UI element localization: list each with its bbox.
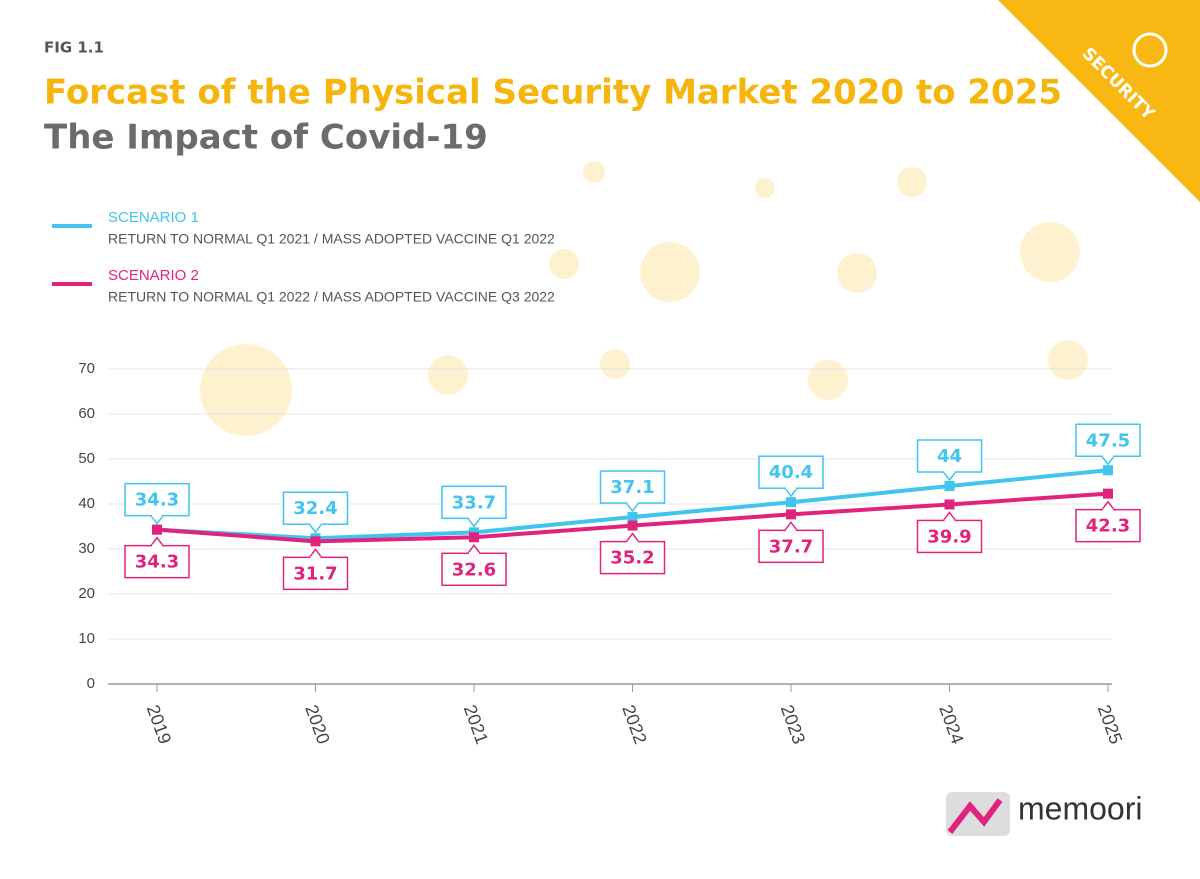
point-marker	[469, 532, 479, 543]
point-marker	[786, 509, 796, 520]
data-label: 34.3	[135, 552, 179, 573]
data-label: 44	[937, 446, 962, 467]
x-tick-label: 2020	[301, 702, 333, 746]
chart-title: Forcast of the Physical Security Market …	[44, 73, 1062, 113]
label-box	[1075, 423, 1141, 457]
legend-label: SCENARIO 2	[108, 267, 199, 284]
data-label: 40.4	[769, 462, 813, 483]
data-label: 32.4	[293, 498, 337, 519]
label-pointer	[625, 532, 640, 543]
label-pointer	[467, 517, 481, 528]
point-marker	[786, 497, 796, 508]
label-pointer	[308, 548, 323, 558]
label-box	[758, 529, 824, 564]
corner-badge	[998, 0, 1200, 202]
point-marker	[944, 499, 955, 510]
label-pointer	[625, 502, 640, 513]
chart-subtitle: The Impact of Covid-19	[44, 118, 488, 158]
y-tick-label: 50	[78, 450, 95, 467]
point-marker	[1103, 488, 1113, 499]
label-pointer	[942, 471, 957, 482]
y-tick-label: 60	[78, 405, 95, 422]
label-pointer	[942, 511, 957, 521]
label-pointer	[308, 523, 323, 534]
data-label: 33.7	[452, 492, 496, 513]
y-tick-label: 0	[87, 675, 95, 692]
label-pointer	[784, 487, 798, 498]
x-tick-label: 2022	[618, 702, 650, 746]
data-label: 37.1	[610, 477, 654, 498]
background-decoration	[200, 161, 1088, 436]
x-tick-label: 2025	[1094, 702, 1126, 746]
point-marker	[152, 524, 162, 535]
y-tick-label: 10	[78, 630, 95, 647]
data-label: 35.2	[610, 548, 654, 569]
label-box	[124, 482, 190, 517]
label-pointer	[784, 521, 798, 531]
fig-label: FIG 1.1	[44, 39, 104, 57]
badge-icon	[1132, 32, 1168, 68]
label-box	[758, 455, 824, 489]
label-pointer	[1101, 455, 1115, 466]
y-tick-label: 70	[78, 360, 95, 377]
y-tick-label: 20	[78, 585, 95, 602]
point-marker	[627, 512, 638, 523]
legend-label: SCENARIO 1	[108, 209, 199, 226]
x-tick-label: 2019	[143, 702, 175, 746]
data-label: 37.7	[769, 536, 813, 557]
data-label: 32.6	[452, 559, 496, 580]
data-label: 47.5	[1086, 430, 1130, 451]
x-tick-label: 2021	[460, 702, 492, 746]
logo-mark	[947, 798, 1003, 834]
data-label: 31.7	[293, 563, 337, 584]
point-marker	[627, 520, 638, 531]
legend-description: RETURN TO NORMAL Q1 2021 / MASS ADOPTED …	[108, 231, 555, 247]
data-label: 42.3	[1086, 516, 1130, 537]
label-box	[441, 552, 507, 587]
label-box	[599, 540, 666, 575]
label-pointer	[150, 536, 164, 547]
label-box	[916, 519, 983, 554]
data-label: 34.3	[135, 490, 179, 511]
label-pointer	[1101, 500, 1115, 511]
point-marker	[310, 536, 321, 547]
x-tick-label: 2023	[777, 702, 809, 746]
label-box	[124, 544, 190, 579]
y-tick-label: 30	[78, 540, 95, 557]
logo-text: memoori	[1018, 790, 1142, 826]
label-pointer	[150, 515, 164, 525]
label-box	[599, 470, 666, 504]
point-marker	[944, 481, 955, 491]
data-label: 39.9	[927, 526, 971, 547]
legend-description: RETURN TO NORMAL Q1 2022 / MASS ADOPTED …	[108, 289, 555, 305]
x-tick-label: 2024	[935, 702, 967, 746]
point-marker	[1103, 465, 1113, 476]
y-tick-label: 40	[78, 495, 95, 512]
label-pointer	[467, 544, 481, 554]
